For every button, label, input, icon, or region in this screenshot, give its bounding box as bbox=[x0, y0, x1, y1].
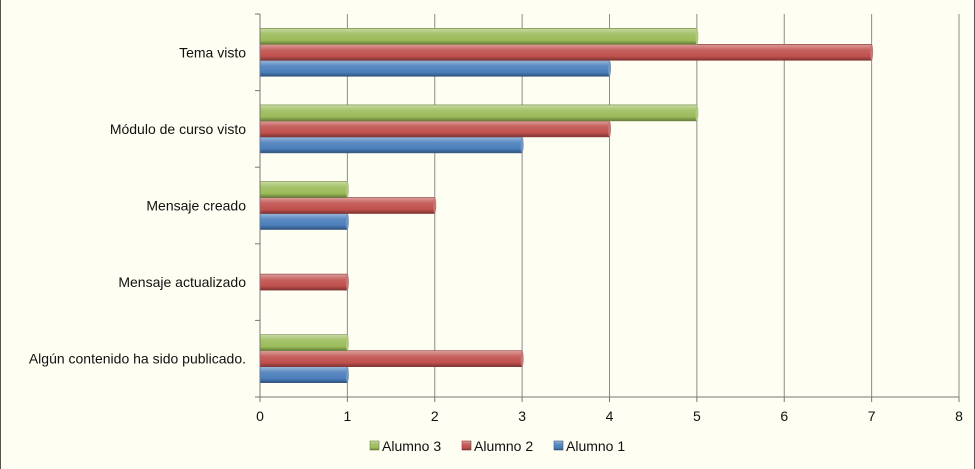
x-tick-label: 6 bbox=[780, 408, 788, 424]
category-label: Mensaje creado bbox=[146, 198, 246, 214]
legend-label: Alumno 1 bbox=[566, 438, 625, 454]
bar-alumno-3 bbox=[259, 27, 698, 45]
bar-alumno-1 bbox=[259, 59, 610, 77]
legend-label: Alumno 2 bbox=[474, 438, 533, 454]
legend: Alumno 3 Alumno 2 Alumno 1 bbox=[369, 438, 625, 454]
bar-alumno-1 bbox=[259, 366, 348, 384]
legend-swatch-alumno-3 bbox=[369, 440, 380, 451]
bar-cap bbox=[345, 334, 349, 351]
x-tick-label: 8 bbox=[955, 408, 963, 424]
category-label: Tema visto bbox=[179, 44, 246, 60]
category-label: Mensaje actualizado bbox=[118, 274, 246, 290]
bar-alumno-2 bbox=[259, 197, 436, 214]
x-tick-label: 5 bbox=[693, 408, 701, 424]
category-label: Módulo de curso visto bbox=[110, 121, 246, 137]
bar-cap bbox=[695, 28, 699, 45]
bar-cap bbox=[608, 60, 611, 77]
x-tick-label: 7 bbox=[868, 408, 876, 424]
bar-alumno-2 bbox=[259, 273, 348, 291]
bar-cap bbox=[695, 104, 699, 121]
bar-alumno-3 bbox=[259, 334, 348, 352]
bar-cap bbox=[870, 44, 874, 61]
x-tick-label: 1 bbox=[343, 408, 351, 424]
category-label: Algún contenido ha sido publicado. bbox=[29, 351, 246, 367]
bar-alumno-3 bbox=[259, 104, 698, 122]
bar-alumno-2 bbox=[259, 43, 872, 61]
legend-swatch-alumno-2 bbox=[461, 440, 472, 451]
bar-cap bbox=[345, 213, 349, 230]
bar-alumno-2 bbox=[259, 350, 523, 368]
bar-alumno-2 bbox=[259, 120, 610, 138]
x-tick-label: 2 bbox=[431, 408, 439, 424]
bar-cap bbox=[520, 136, 524, 153]
x-tick-label: 3 bbox=[518, 408, 526, 424]
bar-alumno-1 bbox=[259, 136, 523, 154]
bar-cap bbox=[433, 197, 437, 214]
x-tick-label: 4 bbox=[606, 408, 614, 424]
bar-alumno-1 bbox=[259, 213, 348, 230]
bar-cap bbox=[345, 274, 349, 291]
legend-label: Alumno 3 bbox=[382, 438, 441, 454]
bar-cap bbox=[520, 350, 524, 367]
legend-swatch-alumno-1 bbox=[553, 440, 564, 451]
bar-cap bbox=[608, 120, 611, 137]
bars bbox=[259, 27, 874, 384]
bar-cap bbox=[345, 366, 349, 383]
axes bbox=[255, 13, 960, 402]
x-tick-label: 0 bbox=[256, 408, 264, 424]
labels: 0 1 2 3 4 5 6 7 8 Tema visto Módulo de curso visto… bbox=[29, 44, 963, 424]
gridlines bbox=[259, 14, 960, 397]
bar-cap bbox=[345, 181, 349, 198]
bar-alumno-3 bbox=[259, 181, 348, 198]
